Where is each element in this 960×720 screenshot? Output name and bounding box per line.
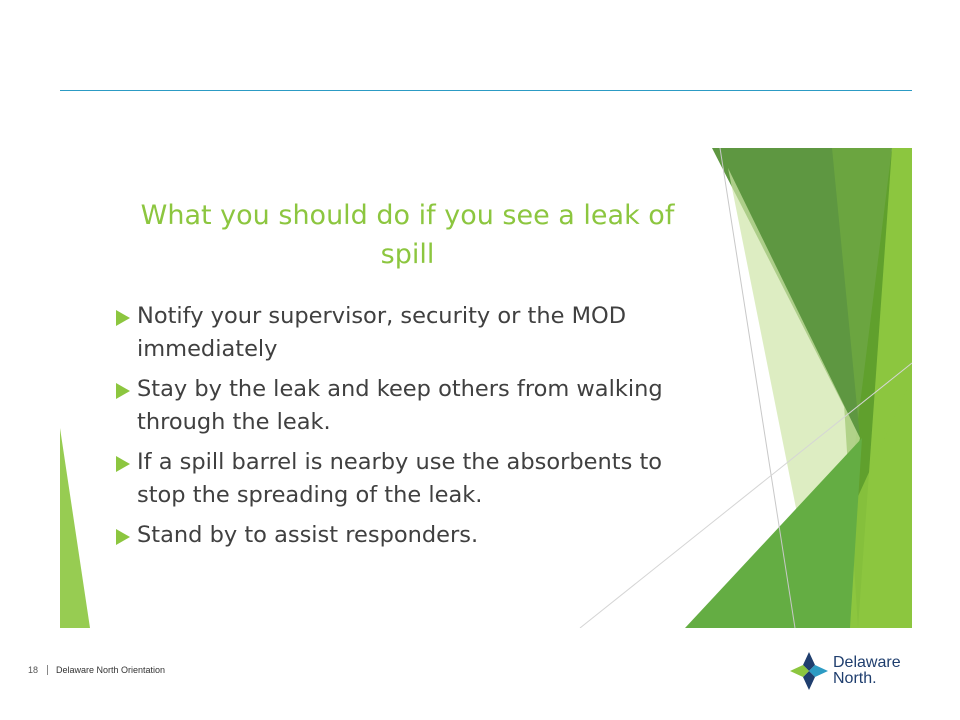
green-facets-decoration xyxy=(60,148,912,628)
logo-text-line1: Delaware xyxy=(833,654,901,671)
logo-text-line2: North. xyxy=(833,670,877,687)
arrow-bullet-icon xyxy=(116,383,130,399)
slide-title: What you should do if you see a leak of … xyxy=(140,200,675,270)
delaware-north-logo: Delaware North. xyxy=(790,651,901,691)
arrow-bullet-icon xyxy=(116,310,130,326)
bullet-text: Stand by to assist responders. xyxy=(137,522,479,548)
page-number: 18 xyxy=(28,665,39,675)
list-item: If a spill barrel is nearby use the abso… xyxy=(115,446,715,512)
slide-content: What you should do if you see a leak of … xyxy=(60,148,912,628)
footer: 18 Delaware North Orientation xyxy=(28,662,165,678)
bullet-text: Notify your supervisor, security or the … xyxy=(137,303,627,362)
arrow-bullet-icon xyxy=(116,529,130,545)
arrow-bullet-icon xyxy=(116,456,130,472)
header-divider xyxy=(60,90,912,91)
bullet-list: Notify your supervisor, security or the … xyxy=(115,300,715,559)
list-item: Notify your supervisor, security or the … xyxy=(115,300,715,366)
list-item: Stand by to assist responders. xyxy=(115,519,715,552)
footer-divider xyxy=(47,665,49,675)
footer-text: Delaware North Orientation xyxy=(56,665,166,675)
bullet-text: If a spill barrel is nearby use the abso… xyxy=(137,449,663,508)
logo-star-icon xyxy=(790,652,828,690)
list-item: Stay by the leak and keep others from wa… xyxy=(115,373,715,439)
bullet-text: Stay by the leak and keep others from wa… xyxy=(137,376,663,435)
